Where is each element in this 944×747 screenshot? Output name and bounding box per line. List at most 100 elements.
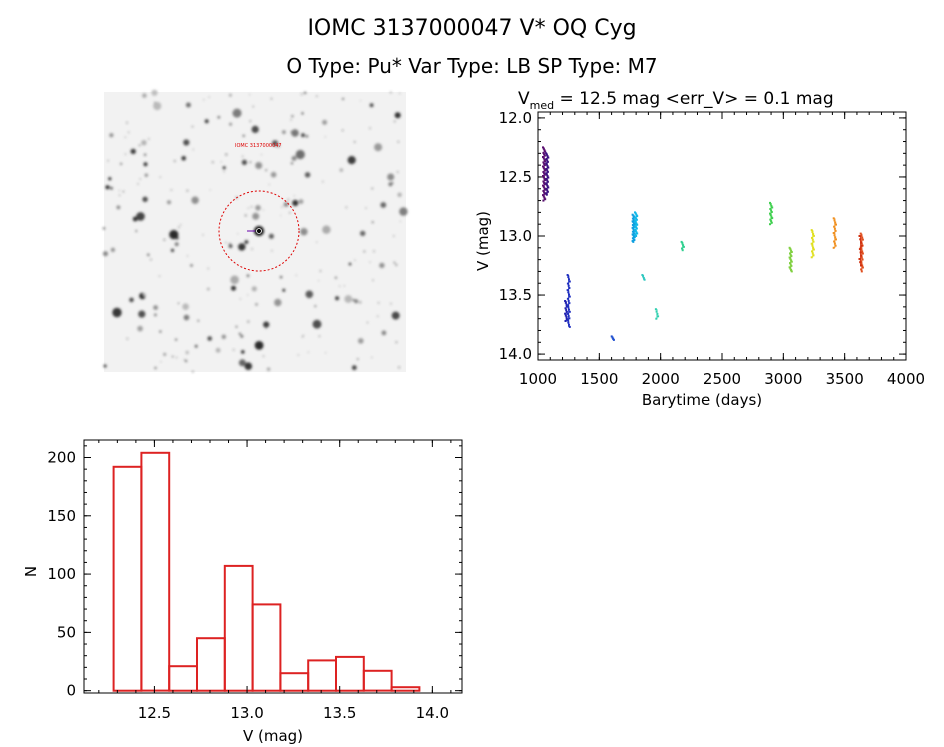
histogram-bar bbox=[335, 655, 365, 692]
data-point bbox=[634, 225, 637, 228]
star bbox=[135, 230, 138, 232]
star bbox=[374, 143, 383, 152]
star bbox=[235, 325, 238, 328]
star bbox=[194, 344, 198, 348]
star bbox=[291, 129, 299, 137]
data-point bbox=[633, 236, 636, 239]
data-point bbox=[860, 244, 863, 247]
star bbox=[293, 195, 296, 197]
lightcurve-series bbox=[654, 308, 660, 320]
data-point bbox=[568, 280, 571, 283]
data-point bbox=[861, 266, 864, 269]
data-point bbox=[545, 178, 548, 180]
star bbox=[316, 241, 318, 243]
y-axis-label: N bbox=[22, 566, 40, 577]
data-point bbox=[859, 232, 862, 235]
star bbox=[371, 187, 373, 190]
data-point bbox=[810, 256, 813, 259]
data-point bbox=[834, 229, 837, 232]
star bbox=[369, 103, 374, 108]
histogram-bar bbox=[168, 665, 198, 692]
data-point bbox=[681, 249, 684, 252]
data-point bbox=[636, 223, 639, 226]
data-point bbox=[681, 247, 683, 250]
data-point bbox=[861, 252, 864, 255]
star bbox=[170, 248, 175, 252]
data-point bbox=[542, 161, 545, 164]
star bbox=[174, 160, 176, 162]
y-axis-label: V (mag) bbox=[474, 211, 492, 271]
data-point bbox=[546, 160, 549, 163]
histogram-bar bbox=[223, 564, 254, 692]
data-point bbox=[545, 182, 548, 185]
histogram-bar bbox=[279, 672, 310, 692]
target-center bbox=[256, 228, 262, 234]
star bbox=[334, 276, 337, 279]
star bbox=[251, 286, 257, 292]
data-point bbox=[566, 282, 569, 285]
star bbox=[124, 136, 126, 138]
star bbox=[103, 364, 107, 368]
data-point bbox=[564, 307, 567, 310]
y-tick-label: 12.5 bbox=[499, 168, 532, 186]
data-point bbox=[833, 240, 836, 243]
star bbox=[354, 259, 356, 261]
data-point bbox=[543, 173, 546, 176]
x-tick-label: 12.5 bbox=[138, 704, 171, 722]
data-point bbox=[633, 223, 636, 226]
star bbox=[204, 119, 209, 124]
star bbox=[163, 239, 166, 241]
star bbox=[301, 93, 303, 95]
star bbox=[154, 367, 157, 369]
data-point bbox=[542, 190, 545, 192]
star bbox=[255, 162, 263, 169]
data-point bbox=[682, 245, 685, 248]
star bbox=[351, 365, 357, 371]
data-point bbox=[811, 250, 813, 253]
star bbox=[397, 171, 399, 173]
star bbox=[128, 131, 130, 133]
chart-subtitle: O Type: Pu* Var Type: LB SP Type: M7 bbox=[286, 54, 658, 78]
star bbox=[167, 200, 171, 205]
star bbox=[344, 295, 353, 303]
data-point bbox=[812, 240, 815, 243]
data-point bbox=[566, 289, 569, 292]
star bbox=[345, 206, 347, 208]
star bbox=[207, 267, 209, 270]
star bbox=[270, 98, 273, 100]
star bbox=[295, 149, 305, 160]
data-point bbox=[546, 190, 549, 193]
star bbox=[347, 156, 356, 165]
star bbox=[185, 350, 189, 355]
star bbox=[356, 358, 359, 360]
lightcurve-series bbox=[610, 335, 615, 341]
star bbox=[251, 248, 253, 250]
data-point bbox=[544, 150, 547, 153]
star bbox=[304, 172, 311, 178]
data-point bbox=[547, 186, 550, 189]
star bbox=[208, 96, 210, 98]
star bbox=[139, 178, 142, 180]
lightcurve-series bbox=[631, 213, 636, 243]
data-point bbox=[545, 168, 548, 170]
y-tick-label: 100 bbox=[47, 565, 76, 583]
data-point bbox=[544, 188, 547, 191]
star bbox=[312, 319, 322, 329]
data-point bbox=[542, 199, 545, 202]
star bbox=[148, 138, 150, 140]
star bbox=[110, 247, 115, 252]
lightcurve-series bbox=[810, 229, 815, 259]
data-point bbox=[790, 264, 793, 267]
star bbox=[373, 250, 375, 252]
star bbox=[393, 120, 396, 123]
star bbox=[305, 290, 314, 299]
data-point bbox=[634, 216, 637, 219]
star bbox=[270, 171, 277, 178]
star bbox=[215, 347, 221, 353]
x-tick-label: 1000 bbox=[519, 370, 557, 388]
data-point bbox=[832, 232, 835, 234]
star bbox=[182, 303, 189, 310]
star bbox=[303, 91, 306, 94]
star bbox=[391, 311, 400, 320]
data-point bbox=[835, 223, 837, 226]
